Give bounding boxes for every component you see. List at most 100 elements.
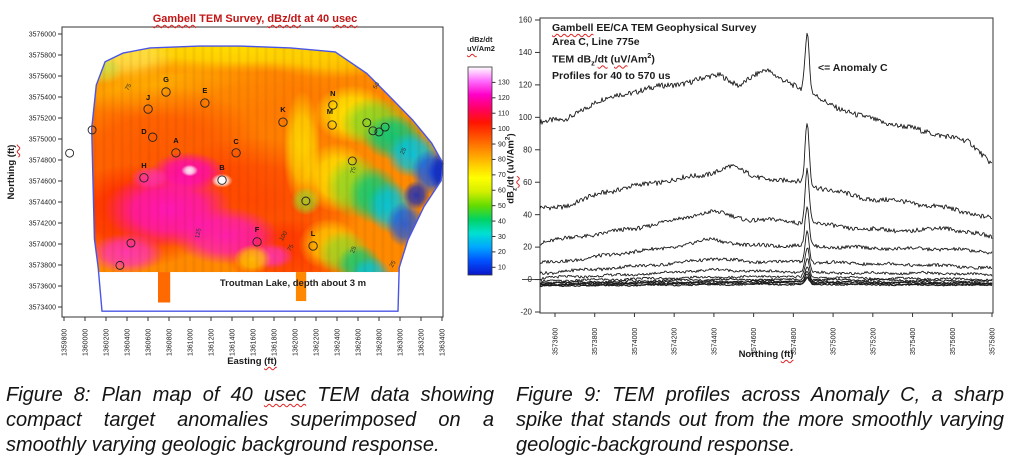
profile-240us bbox=[539, 258, 993, 283]
svg-text:40: 40 bbox=[523, 210, 532, 219]
colorbar-title: dBz/dt uV/Am2 bbox=[447, 35, 515, 53]
svg-text:3573600: 3573600 bbox=[29, 283, 56, 290]
svg-text:B: B bbox=[219, 163, 225, 172]
svg-text:1360000: 1360000 bbox=[82, 329, 89, 356]
svg-text:1360200: 1360200 bbox=[103, 329, 110, 356]
svg-text:125: 125 bbox=[195, 227, 203, 239]
svg-text:25: 25 bbox=[400, 146, 409, 155]
figure8-caption: Figure 8: Plan map of 40 usec TEM data s… bbox=[6, 384, 494, 456]
text-line: dBz/dt bbox=[469, 35, 493, 44]
svg-text:3573600: 3573600 bbox=[553, 328, 560, 355]
svg-text:3575600: 3575600 bbox=[950, 328, 957, 355]
svg-text:A: A bbox=[173, 136, 179, 145]
svg-text:3574200: 3574200 bbox=[672, 328, 679, 355]
svg-text:1363200: 1363200 bbox=[418, 329, 425, 356]
svg-text:3575200: 3575200 bbox=[29, 115, 56, 122]
svg-text:3574000: 3574000 bbox=[632, 328, 639, 355]
svg-text:E: E bbox=[202, 86, 207, 95]
anomaly-c-annotation: <= Anomaly C bbox=[818, 62, 888, 74]
figure8-y-axis-label: Northing (ft) bbox=[6, 144, 17, 200]
figure9-x-axis-label: Northing (ft) bbox=[738, 349, 794, 360]
figure8-title: Gambell TEM Survey, dBz/dt at 40 usec bbox=[152, 13, 358, 25]
svg-text:3574400: 3574400 bbox=[711, 328, 718, 355]
svg-text:3574600: 3574600 bbox=[29, 178, 56, 185]
svg-text:C: C bbox=[233, 137, 239, 146]
svg-text:100: 100 bbox=[498, 126, 510, 133]
svg-text:M: M bbox=[327, 107, 333, 116]
svg-text:3575600: 3575600 bbox=[29, 73, 56, 80]
profile-curves bbox=[539, 32, 993, 288]
svg-text:100: 100 bbox=[279, 230, 290, 242]
profile-140us bbox=[539, 230, 993, 276]
svg-text:30: 30 bbox=[498, 234, 506, 241]
svg-text:3576000: 3576000 bbox=[29, 31, 56, 38]
lake-label: Troutman Lake, depth about 3 m bbox=[219, 278, 367, 289]
profile-60us bbox=[539, 123, 993, 220]
figure8-x-axis-label: Easting (ft) bbox=[227, 356, 277, 367]
svg-text:90: 90 bbox=[498, 141, 506, 148]
svg-text:50: 50 bbox=[373, 81, 382, 90]
svg-text:40: 40 bbox=[498, 218, 506, 225]
figure9-caption: Figure 9: TEM profiles across Anomaly C,… bbox=[516, 384, 1004, 456]
colorbar: 130 120 110 100 90 80 70 60 50 40 30 20 10 bbox=[467, 66, 510, 276]
svg-text:1360600: 1360600 bbox=[145, 329, 152, 356]
svg-text:1360400: 1360400 bbox=[124, 329, 131, 356]
svg-text:L: L bbox=[311, 229, 316, 238]
svg-text:3575400: 3575400 bbox=[29, 94, 56, 101]
text-line: Area C, Line 775e bbox=[552, 35, 640, 48]
svg-text:1363000: 1363000 bbox=[397, 329, 404, 356]
svg-text:130: 130 bbox=[498, 80, 510, 87]
heatmap-surface bbox=[91, 46, 443, 312]
svg-text:J: J bbox=[146, 93, 150, 102]
svg-text:60: 60 bbox=[498, 188, 506, 195]
svg-text:70: 70 bbox=[498, 172, 506, 179]
svg-text:10: 10 bbox=[498, 265, 506, 272]
svg-text:3575000: 3575000 bbox=[29, 136, 56, 143]
svg-text:3575800: 3575800 bbox=[989, 328, 996, 355]
svg-text:80: 80 bbox=[498, 157, 506, 164]
text-line: uV/Am2 bbox=[467, 44, 495, 53]
svg-text:3573400: 3573400 bbox=[29, 304, 56, 311]
svg-text:75: 75 bbox=[287, 243, 296, 252]
svg-text:1362400: 1362400 bbox=[334, 329, 341, 356]
text-line: Profiles for 40 to 570 us bbox=[552, 70, 671, 83]
svg-text:3575000: 3575000 bbox=[831, 328, 838, 355]
profile-105us bbox=[539, 206, 993, 265]
figure9-x-ticks: 3573600 3573800 3574000 3574200 3574400 35746… bbox=[553, 313, 996, 355]
svg-text:1361200: 1361200 bbox=[208, 329, 215, 356]
svg-text:160: 160 bbox=[519, 16, 533, 25]
svg-text:1361400: 1361400 bbox=[229, 329, 236, 356]
svg-text:120: 120 bbox=[519, 80, 533, 89]
svg-text:1362000: 1362000 bbox=[292, 329, 299, 356]
svg-text:3574800: 3574800 bbox=[29, 157, 56, 164]
svg-text:3574400: 3574400 bbox=[29, 199, 56, 206]
profile-40us bbox=[539, 32, 993, 165]
svg-text:D: D bbox=[141, 127, 147, 136]
figure9-header: Gambell EE/CA TEM Geophysical Survey Area… bbox=[552, 22, 822, 84]
svg-text:60: 60 bbox=[523, 178, 532, 187]
svg-text:3573800: 3573800 bbox=[29, 262, 56, 269]
svg-text:1360800: 1360800 bbox=[166, 329, 173, 356]
svg-text:3575800: 3575800 bbox=[29, 52, 56, 59]
svg-text:80: 80 bbox=[523, 145, 532, 154]
svg-text:N: N bbox=[330, 89, 335, 98]
profile-570us bbox=[539, 277, 993, 288]
svg-text:1362600: 1362600 bbox=[355, 329, 362, 356]
svg-text:3575200: 3575200 bbox=[870, 328, 877, 355]
figure8-x-ticks: 1359800 1360000 1360200 1360400 1360600 13608… bbox=[61, 317, 446, 356]
profile-185us bbox=[539, 247, 993, 281]
svg-text:1363400: 1363400 bbox=[439, 329, 446, 356]
text-line: TEM dBz/dt (uV/Am2) bbox=[552, 51, 655, 68]
svg-text:3575400: 3575400 bbox=[910, 328, 917, 355]
svg-text:G: G bbox=[163, 75, 169, 84]
figure9-y-axis-label: dBz/dt (uV/Am2) bbox=[504, 133, 519, 204]
svg-text:75: 75 bbox=[350, 166, 357, 174]
svg-text:1359800: 1359800 bbox=[61, 329, 68, 356]
svg-text:K: K bbox=[280, 105, 286, 114]
svg-text:3574200: 3574200 bbox=[29, 220, 56, 227]
svg-text:F: F bbox=[255, 225, 260, 234]
